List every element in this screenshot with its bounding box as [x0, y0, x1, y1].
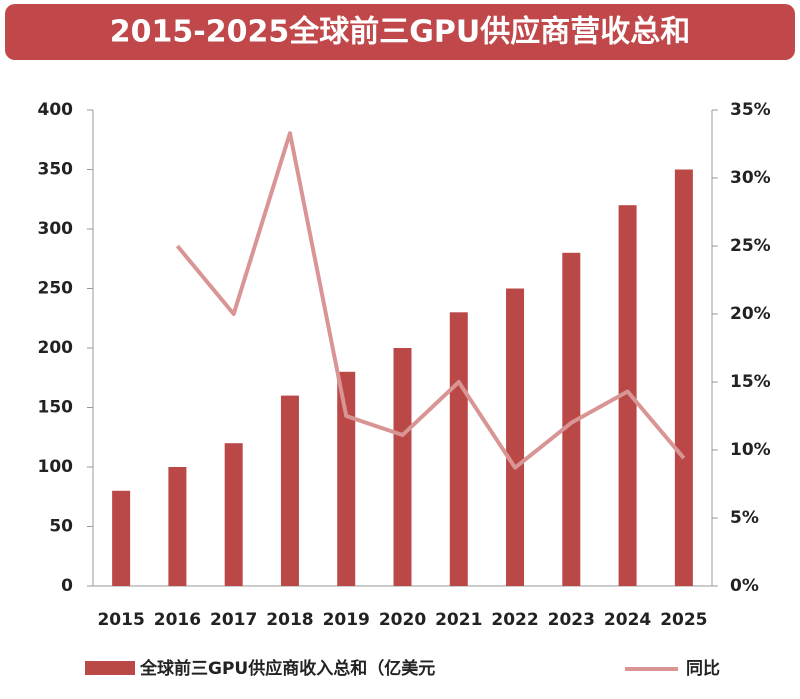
x-tick-label: 2018 — [266, 610, 313, 630]
bar — [506, 288, 525, 586]
y2-tick-label: 15% — [730, 372, 771, 392]
y2-tick-label: 5% — [730, 508, 759, 528]
bar — [393, 348, 412, 586]
y-tick-label: 50 — [49, 517, 73, 537]
legend-swatch — [85, 661, 135, 675]
bar — [337, 371, 356, 586]
bar — [168, 467, 187, 586]
y2-tick-label: 20% — [730, 304, 771, 324]
y-tick-label: 100 — [38, 457, 74, 477]
y-tick-label: 300 — [38, 219, 74, 239]
x-tick-label: 2025 — [660, 610, 707, 630]
x-tick-label: 2017 — [210, 610, 257, 630]
x-tick-label: 2020 — [379, 610, 426, 630]
x-tick-label: 2024 — [604, 610, 651, 630]
x-tick-label: 2015 — [97, 610, 144, 630]
x-tick-label: 2016 — [154, 610, 201, 630]
legend-label: 全球前三GPU供应商收入总和（亿美元 — [139, 658, 435, 679]
line — [175, 131, 686, 470]
y-tick-label: 200 — [38, 338, 74, 358]
x-tick-label: 2023 — [548, 610, 595, 630]
bar — [449, 312, 468, 586]
y-tick-label: 0 — [61, 576, 73, 596]
bar — [674, 169, 693, 586]
y2-tick-label: 10% — [730, 440, 771, 460]
y-tick-label: 400 — [38, 100, 74, 120]
x-tick-label: 2021 — [435, 610, 482, 630]
bar — [112, 490, 131, 586]
y2-tick-label: 30% — [730, 168, 771, 188]
bar — [280, 395, 299, 586]
chart-title: 2015-2025全球前三GPU供应商营收总和 — [110, 15, 690, 50]
y2-tick-label: 25% — [730, 236, 771, 256]
bar — [562, 252, 581, 587]
legend-label: 同比 — [686, 658, 720, 679]
x-tick-label: 2022 — [491, 610, 538, 630]
x-tick-label: 2019 — [323, 610, 370, 630]
y2-tick-label: 35% — [730, 100, 771, 120]
bar — [224, 443, 243, 586]
bar — [618, 205, 637, 586]
title-banner — [5, 4, 795, 60]
y-tick-label: 250 — [38, 279, 74, 299]
y2-tick-label: 0% — [730, 576, 759, 596]
y-tick-label: 150 — [38, 398, 74, 418]
y-tick-label: 350 — [38, 160, 74, 180]
